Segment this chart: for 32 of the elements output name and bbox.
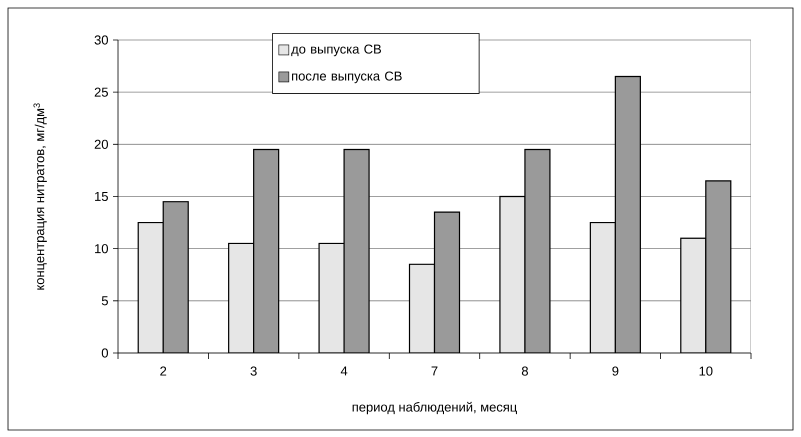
- bar: [524, 148, 551, 353]
- x-tick-label: 2: [160, 366, 166, 376]
- y-tick-label: 0: [102, 348, 108, 358]
- x-tick-label: 4: [340, 366, 348, 376]
- x-tick-label: 3: [250, 366, 257, 376]
- bar: [434, 212, 460, 353]
- x-axis-title: период наблюдений, месяц: [352, 402, 517, 414]
- y-tick-label: 30: [94, 35, 108, 45]
- y-tick-label: 20: [94, 140, 108, 149]
- x-tick-label: 7: [432, 366, 438, 376]
- y-tick-label: 15: [95, 192, 108, 202]
- bar: [499, 196, 526, 353]
- y-axis-title: концентрация нитратов, мг/дм$^{3}$: [33, 103, 47, 290]
- bar: [162, 201, 189, 353]
- bar: [138, 222, 164, 353]
- legend-label: после выпуска СВ: [292, 71, 402, 84]
- bar: [343, 148, 370, 353]
- y-tick-label: 10: [95, 244, 108, 254]
- x-tick-label: 10: [700, 366, 712, 376]
- legend-label: до выпуска СВ: [291, 44, 381, 56]
- bar: [590, 222, 616, 353]
- bar: [408, 264, 436, 353]
- bar: [614, 76, 641, 353]
- x-tick-label: 9: [612, 366, 618, 376]
- x-tick-label: 8: [522, 366, 528, 376]
- bar: [705, 180, 732, 353]
- y-tick-label: 25: [94, 88, 108, 97]
- y-tick-label: 5: [102, 296, 108, 306]
- bar: [318, 242, 345, 353]
- bar: [253, 148, 280, 353]
- bar: [680, 238, 706, 353]
- bar: [228, 242, 254, 353]
